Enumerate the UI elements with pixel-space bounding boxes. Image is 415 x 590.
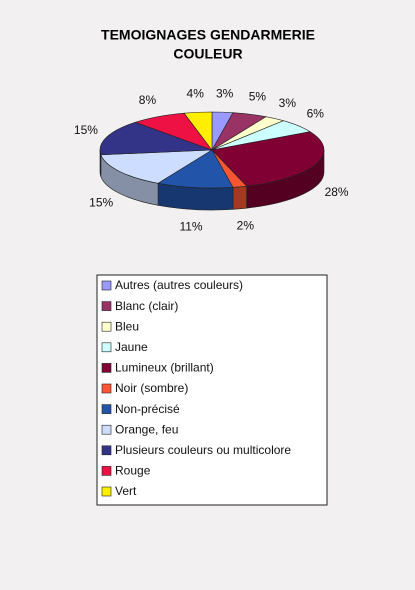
legend-label: Vert [115, 484, 137, 498]
data-label: 2% [237, 218, 255, 232]
data-label: 15% [89, 196, 113, 210]
legend-swatch [101, 486, 112, 497]
pie-slice [99, 121, 213, 156]
legend-swatch [101, 404, 112, 414]
legend-swatch [101, 342, 112, 353]
data-label: 5% [249, 89, 267, 103]
legend-swatch [101, 363, 112, 373]
slice-side [232, 185, 247, 210]
legend-label: Jaune [115, 340, 148, 354]
chart-title: TEMOIGNAGES GENDARMERIE [101, 27, 315, 43]
data-label: 3% [216, 86, 234, 100]
chart-title: COULEUR [173, 46, 242, 62]
legend-swatch [101, 280, 112, 291]
data-label: 4% [187, 87, 205, 101]
legend-label: Blanc (clair) [115, 299, 178, 313]
data-label: 28% [325, 185, 349, 199]
legend-label: Orange, feu [115, 422, 178, 436]
data-label: 15% [74, 123, 98, 137]
legend-label: Autres (autres couleurs) [115, 278, 243, 292]
legend-swatch [101, 466, 112, 476]
data-label: 6% [307, 106, 325, 120]
legend-label: Rouge [115, 464, 151, 478]
legend-label: Bleu [115, 319, 139, 333]
legend-swatch [101, 301, 112, 311]
data-label: 11% [179, 219, 202, 233]
legend-swatch [101, 321, 112, 332]
data-label: 3% [279, 96, 297, 110]
pie-slice [183, 111, 213, 151]
data-label: 8% [139, 93, 157, 107]
legend-label: Lumineux (brillant) [115, 361, 214, 375]
legend-swatch [101, 383, 112, 394]
pie-slice [157, 149, 234, 189]
legend-label: Noir (sombre) [115, 381, 188, 395]
legend-swatch [101, 424, 112, 435]
pie-slice [211, 131, 325, 187]
legend-label: Plusieurs couleurs ou multicolore [115, 443, 291, 457]
legend-box [96, 274, 328, 506]
pie-slice [100, 149, 214, 184]
legend-label: Non-précisé [115, 402, 180, 416]
legend-swatch [101, 445, 112, 456]
